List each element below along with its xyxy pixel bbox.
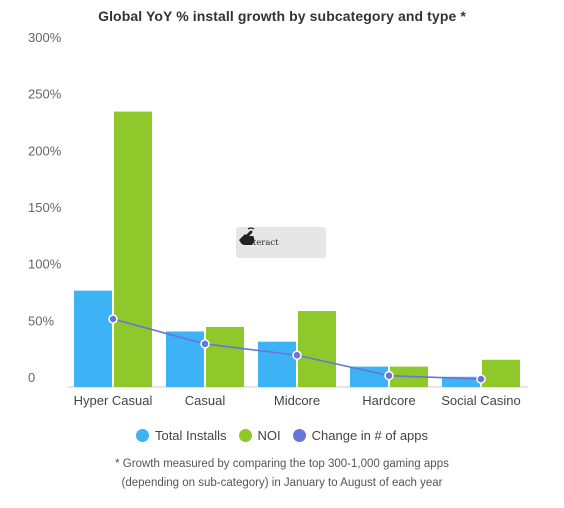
x-tick-label: Hardcore xyxy=(362,393,415,408)
legend-item-total-installs[interactable]: Total Installs xyxy=(135,428,227,443)
interact-label: Interact xyxy=(244,237,279,248)
bar-noi-casual[interactable] xyxy=(206,326,244,387)
bar-total-installs-social-casino[interactable] xyxy=(442,376,480,387)
bar-total-installs-midcore[interactable] xyxy=(258,341,296,387)
y-tick-label: 250% xyxy=(28,87,62,102)
y-tick-label: 300% xyxy=(28,30,62,45)
footnote-line-2: (depending on sub-category) in January t… xyxy=(121,477,443,489)
bar-noi-social-casino[interactable] xyxy=(482,359,520,387)
x-tick-label: Casual xyxy=(185,393,226,408)
y-tick-label: 150% xyxy=(28,200,62,215)
bar-noi-hyper-casual[interactable] xyxy=(114,111,152,387)
y-tick-label: 100% xyxy=(28,257,62,272)
legend-item-noi[interactable]: NOI xyxy=(238,428,281,443)
bar-noi-midcore[interactable] xyxy=(298,311,336,387)
interact-button[interactable]: Interact xyxy=(236,227,326,258)
legend-label-noi: NOI xyxy=(257,428,281,443)
legend-swatch-total-installs xyxy=(135,429,149,442)
legend-label-change-in-apps: Change in # of apps xyxy=(311,428,429,443)
legend-label-total-installs: Total Installs xyxy=(154,428,227,443)
point-change-in-apps-hyper-casual[interactable] xyxy=(108,314,118,324)
legend-swatch-noi xyxy=(238,429,252,442)
x-tick-label: Social Casino xyxy=(441,393,521,408)
y-tick-label: 50% xyxy=(28,313,54,328)
legend: Total Installs NOI Change in # of apps xyxy=(0,428,564,443)
point-change-in-apps-midcore[interactable] xyxy=(292,350,302,361)
hand-pointer-icon xyxy=(239,227,255,245)
bar-total-installs-hyper-casual[interactable] xyxy=(74,290,112,387)
x-tick-label: Midcore xyxy=(274,393,320,408)
chart-title: Global YoY % install growth by subcatego… xyxy=(98,8,466,24)
footnote: * Growth measured by comparing the top 3… xyxy=(0,455,564,493)
chart-plot: 0 50% 100% 150% 200% 250% 300% Hyper Casual Cas… xyxy=(28,30,528,408)
point-change-in-apps-hardcore[interactable] xyxy=(384,370,394,381)
legend-item-change-in-apps[interactable]: Change in # of apps xyxy=(292,428,429,443)
x-tick-label: Hyper Casual xyxy=(74,393,153,408)
legend-swatch-change-in-apps xyxy=(292,429,306,442)
bar-total-installs-casual[interactable] xyxy=(166,331,204,387)
footnote-line-1: * Growth measured by comparing the top 3… xyxy=(115,458,449,470)
point-change-in-apps-social-casino[interactable] xyxy=(476,374,486,384)
y-tick-label: 200% xyxy=(28,143,62,158)
point-change-in-apps-casual[interactable] xyxy=(200,339,210,349)
y-tick-label: 0 xyxy=(28,370,35,385)
bar-total-installs-hardcore[interactable] xyxy=(350,366,388,387)
